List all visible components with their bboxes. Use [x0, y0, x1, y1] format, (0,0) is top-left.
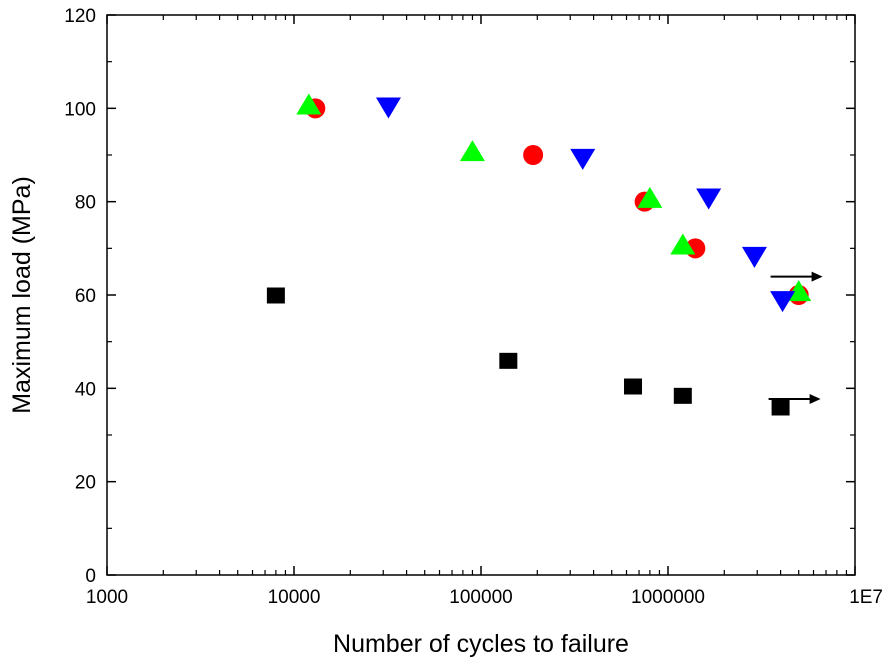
x-tick-label: 1000000 [631, 587, 705, 608]
runout-arrow-head [811, 271, 823, 282]
triangle-up-marker [296, 93, 322, 115]
runout-arrows [768, 271, 823, 404]
square-marker [673, 387, 692, 404]
triangle-up-marker [786, 280, 812, 302]
triangle-down-marker [770, 291, 796, 313]
x-tick-label: 10000 [268, 587, 321, 608]
y-tick-label: 80 [75, 193, 96, 214]
tick-labels: 0 20 40 60 80 100 120 1000 10000 100000 1000000 1E7 [64, 6, 883, 608]
circle-marker [523, 145, 544, 165]
triangle-up-marker [670, 233, 696, 255]
runout-arrow-head [809, 394, 821, 404]
x-tick-label: 100000 [449, 587, 512, 608]
triangle-down-marker [570, 148, 596, 170]
triangle-up-marker [459, 140, 485, 162]
y-axis-title: Maximum load (MPa) [8, 176, 36, 414]
tick-marks [106, 14, 856, 576]
square-marker [624, 378, 643, 395]
data-markers [266, 93, 812, 416]
square-marker [266, 287, 285, 304]
triangle-down-marker [696, 188, 722, 210]
triangle-up-marker [637, 186, 663, 208]
plot-frame [106, 14, 856, 576]
y-tick-label: 20 [75, 473, 96, 494]
y-tick-label: 60 [75, 286, 96, 307]
triangle-down-marker [741, 246, 767, 268]
x-tick-label: 1000 [86, 587, 128, 608]
y-tick-label: 100 [64, 99, 96, 120]
y-tick-label: 0 [85, 566, 96, 587]
y-tick-label: 40 [75, 379, 96, 400]
square-marker [771, 399, 790, 416]
y-tick-label: 120 [64, 6, 96, 27]
triangle-down-marker [375, 97, 401, 119]
x-axis-title: Number of cycles to failure [333, 630, 629, 658]
x-tick-label: 1E7 [849, 587, 883, 608]
square-marker [499, 352, 518, 369]
